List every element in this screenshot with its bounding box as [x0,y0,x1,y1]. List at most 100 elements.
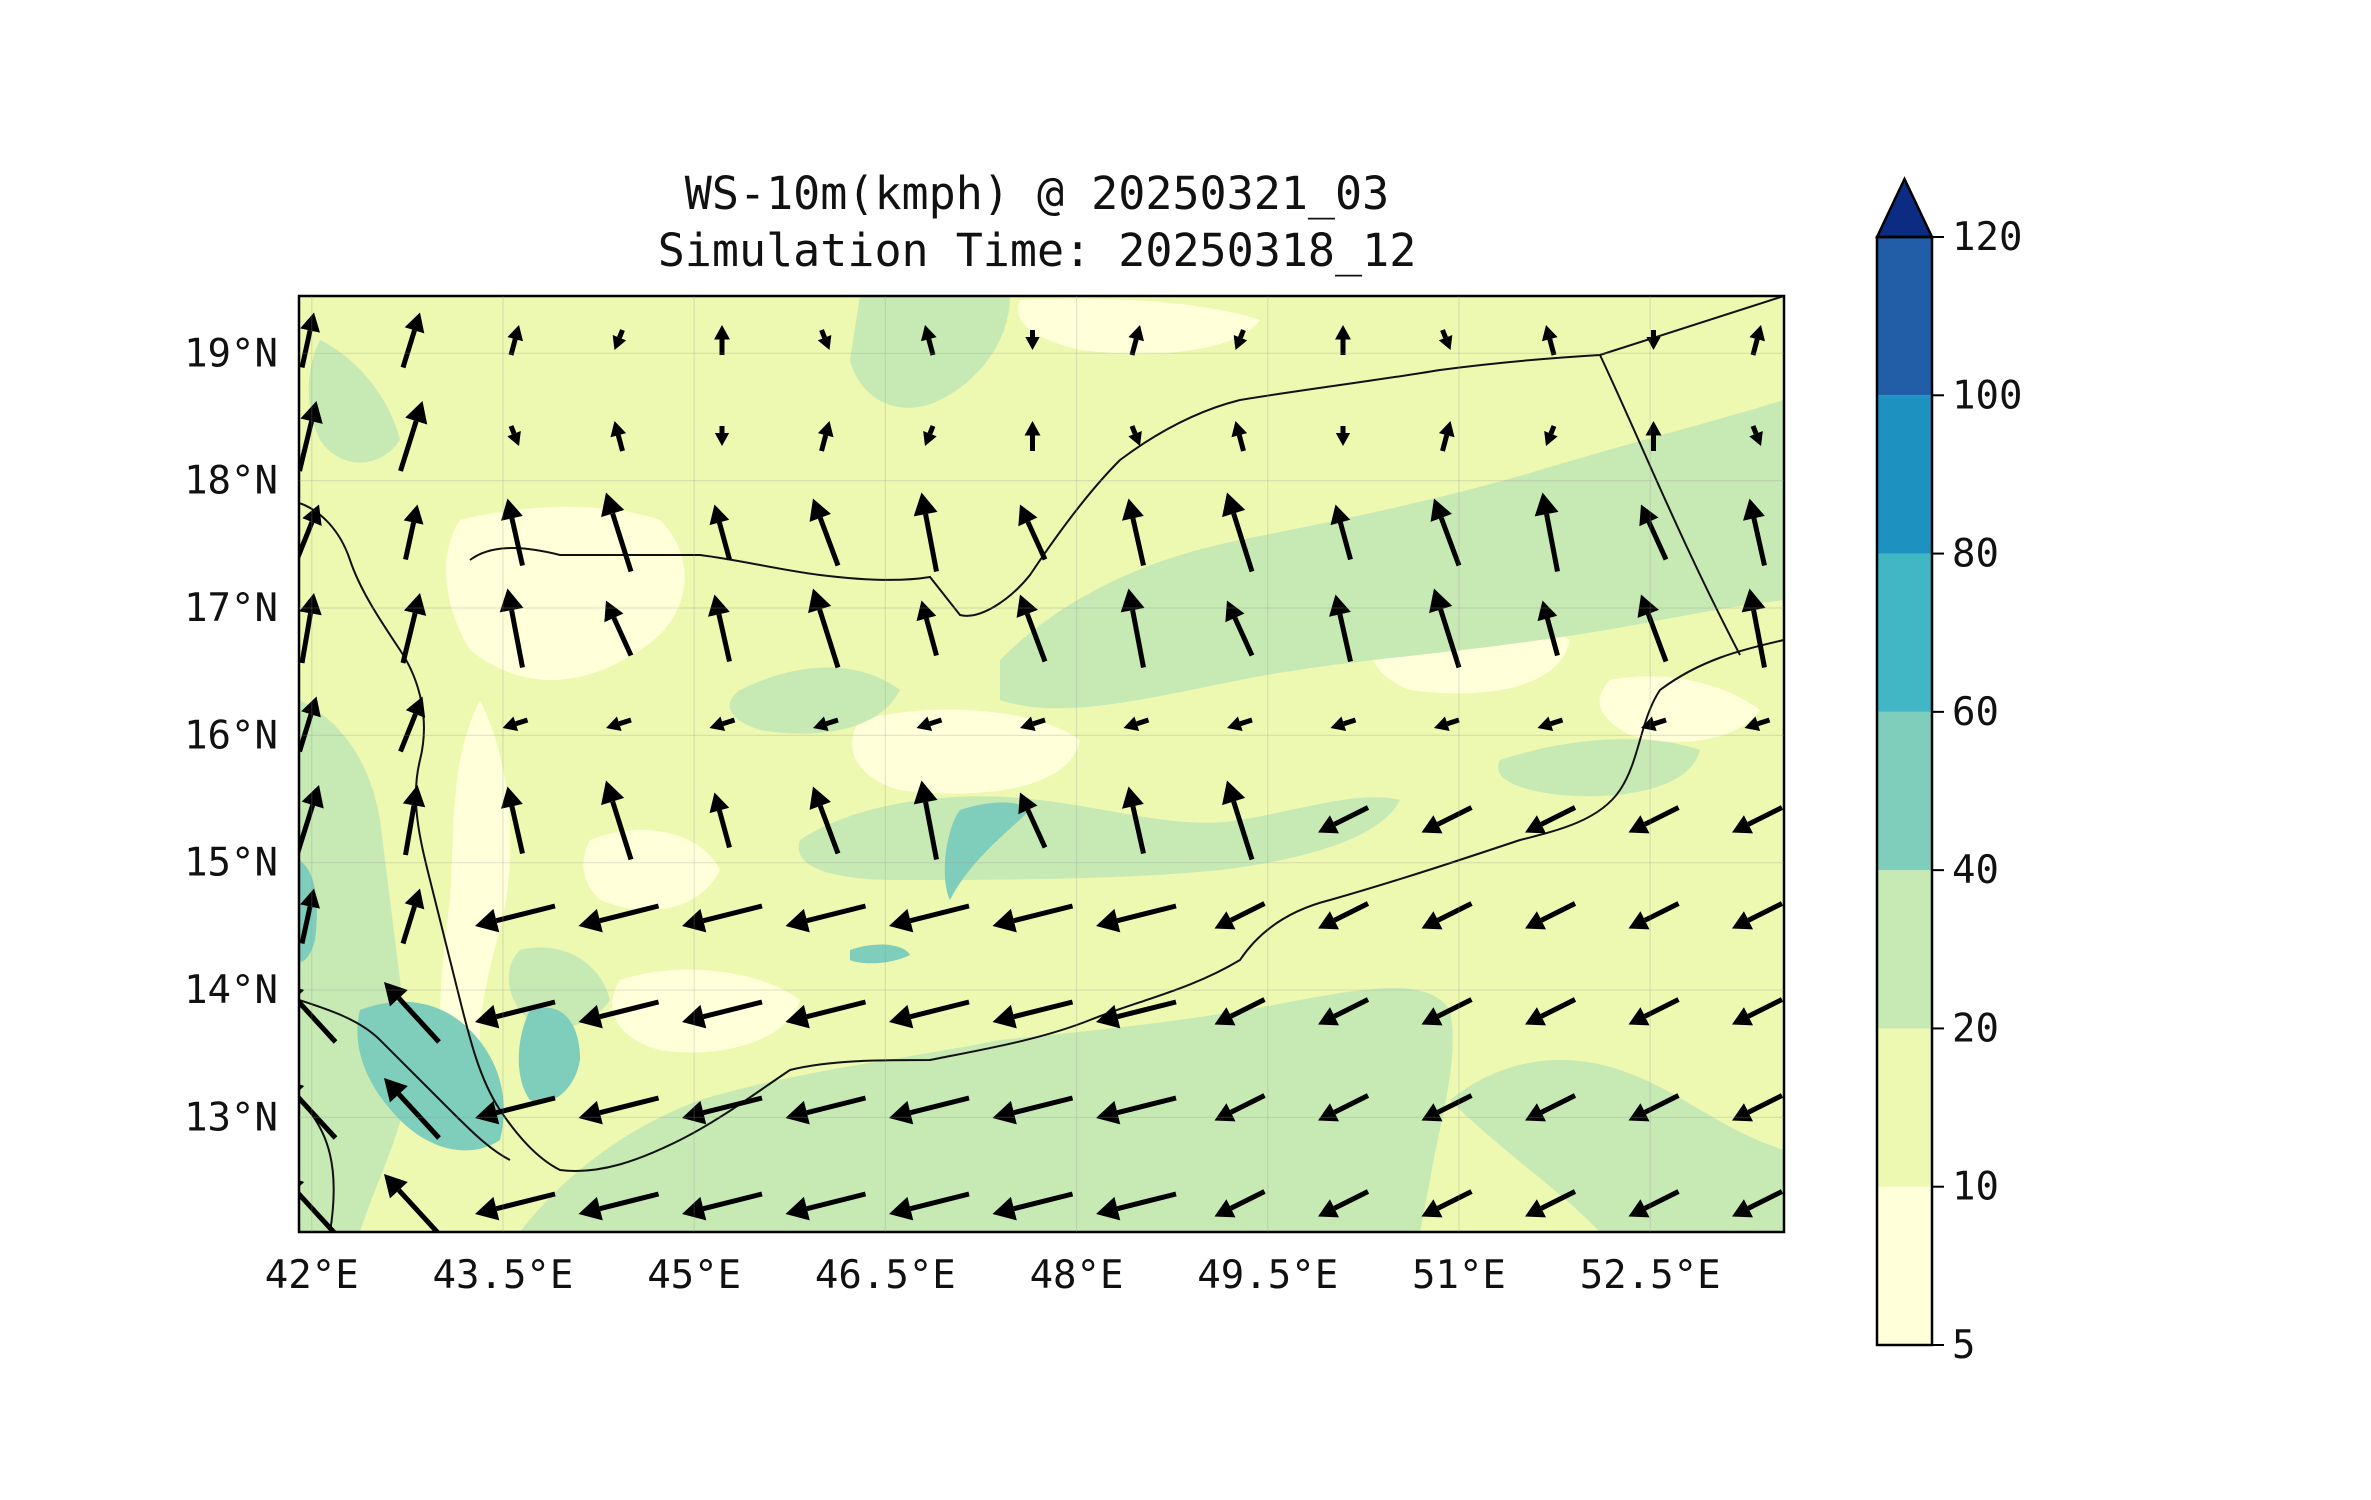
colorbar-tick-label: 100 [1952,373,2022,418]
border-yemen-saudi [469,296,1784,617]
map-title-line-2: Simulation Time: 20250318_12 [658,224,1417,277]
wind-arrow [1743,498,1767,567]
wind-arrow [475,1095,556,1125]
wind-arrow [606,716,632,732]
wind-arrow [785,999,867,1029]
wind-arrow [1732,1189,1784,1218]
wind-arrow [1537,716,1564,732]
wind-arrow [384,982,441,1044]
colorbar-tick-label: 10 [1952,1165,1999,1210]
wind-arrow [1335,325,1351,355]
wind-arrow [501,498,525,567]
wind-arrow [1018,792,1048,849]
wind-arrow [1732,1093,1784,1122]
wind-arrow [1318,1189,1370,1218]
map-title-line-1: WS-10m(kmph) @ 20250321_03 [685,167,1389,220]
wind-arrow [682,1095,763,1125]
wind-arrow [384,1174,441,1232]
wind-arrow [1096,999,1177,1029]
colorbar-extend-arrow [1875,176,1934,239]
wind-arrow [1541,325,1558,356]
wind-arrow [1438,329,1453,350]
wind-arrow [1525,805,1577,834]
wind-arrow [1430,498,1462,567]
colorbar-tick-label: 20 [1952,1006,1999,1051]
colorbar-segment [1877,395,1932,554]
wind-arrow [682,1191,763,1221]
wind-arrow [709,504,732,561]
wind-arrow [809,498,841,567]
wind-arrow [809,786,841,855]
wind-vector-arrows [299,312,1784,1232]
wind-arrow [785,903,867,933]
wind-arrow [299,593,322,664]
wind-arrow [601,492,634,573]
wind-arrow [1429,588,1462,669]
wind-arrow [1128,425,1142,446]
lon-tick-label: 42°E [265,1253,359,1298]
lon-tick-label: 52.5°E [1580,1253,1721,1298]
lon-tick-label: 45°E [647,1253,741,1298]
colorbar: 5 10 20 40 60 80 100 120 [1875,176,2022,1368]
wind-arrow [1639,504,1669,561]
wind-arrow [1744,716,1771,732]
colorbar-tick-label: 40 [1952,848,1999,893]
wind-arrow [578,999,660,1029]
wind-arrow [889,1191,970,1221]
border-yemen-oman [1599,354,1741,656]
wind-arrow [299,888,320,945]
wind-arrow [916,716,943,732]
lon-tick-label: 46.5°E [815,1253,956,1298]
wind-arrow [475,903,556,933]
map-frame [297,294,1786,1234]
wind-arrow [992,1095,1074,1125]
colorbar-segment [1877,553,1932,712]
wind-arrow [299,1084,338,1140]
wind-arrow [299,401,323,472]
wind-arrow [1018,504,1048,561]
wind-arrow [714,426,730,446]
wind-arrow [920,325,937,356]
wind-arrow [400,312,425,369]
wind-arrow [299,988,338,1044]
wind-arrow [299,696,321,753]
wind-arrow [708,594,732,663]
wind-arrow [299,312,320,369]
wind-arrow [604,600,634,657]
wind-arrow [714,325,730,355]
colorbar-tick-label: 5 [1952,1323,1975,1368]
colorbar-segment [1877,711,1932,871]
wind-arrow [612,329,627,350]
wind-arrow [1214,901,1266,930]
wind-arrow [578,1095,660,1125]
wind-arrow [1318,901,1370,930]
wind-arrow [808,588,841,669]
wind-arrow [1732,901,1784,930]
wind-arrow [889,903,970,933]
wind-arrow [1025,330,1040,350]
wind-arrow [913,780,939,860]
wind-arrow [817,421,834,452]
latitude-axis: 13°N 14°N 15°N 16°N 17°N 18°N 19°N [184,331,1784,1140]
wind-arrow [1120,588,1146,668]
wind-arrow [1122,786,1146,855]
wind-arrow [992,999,1074,1029]
wind-arrow [1525,1189,1577,1218]
wind-arrow [1645,421,1662,451]
longitude-axis: 42°E 43.5°E 45°E 46.5°E 48°E 49.5°E 51°E 52.5°E [265,296,1721,1298]
wind-arrow [1628,997,1680,1026]
lat-tick-label: 15°N [184,841,278,886]
wind-arrow [1214,1093,1266,1122]
lat-tick-label: 16°N [184,713,278,758]
colorbar-segment [1877,1028,1932,1187]
wind-arrow [1024,421,1041,451]
wind-arrow [1438,421,1455,452]
wind-arrow [1016,594,1048,663]
colorbar-segment [1877,237,1932,396]
wind-arrow [1637,594,1669,663]
wind-arrow [578,903,660,933]
wind-arrow [1749,325,1766,356]
wind-arrow [1537,600,1560,657]
wind-arrow [1233,329,1248,350]
wind-arrow [610,421,627,452]
